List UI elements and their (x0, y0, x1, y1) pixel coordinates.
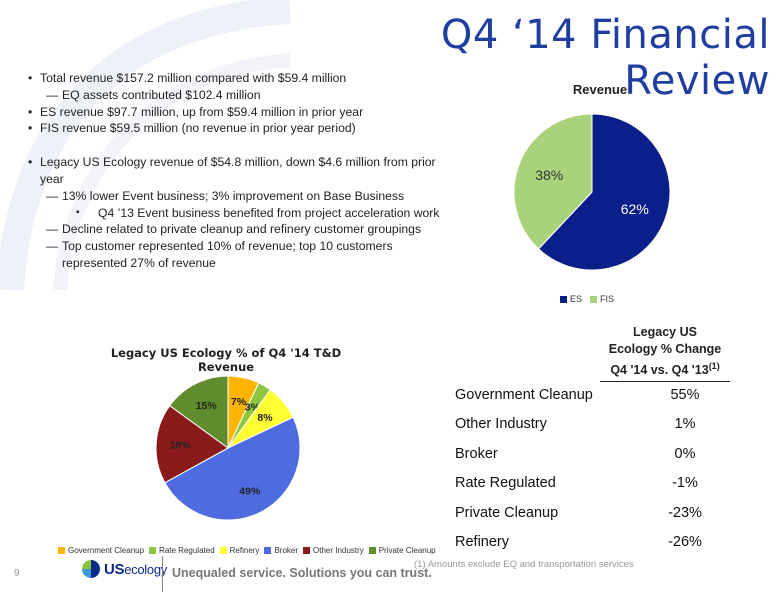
row-label: Rate Regulated (455, 475, 556, 492)
legend-label: Private Cleanup (378, 546, 436, 555)
page-number: 9 (14, 568, 20, 579)
data-label: 7% (231, 396, 247, 408)
bullet-item: Total revenue $157.2 million compared wi… (26, 70, 456, 87)
table-header-period: Q4 '14 vs. Q4 '13 (610, 363, 709, 378)
pie-slice-fis (513, 113, 593, 250)
legend-swatch (58, 547, 65, 554)
bullet-list: Total revenue $157.2 million compared wi… (26, 70, 456, 272)
row-label: Private Cleanup (455, 504, 559, 521)
pie-slice-broker (164, 416, 301, 521)
legend-item: FIS (590, 294, 614, 304)
data-label: 38% (535, 167, 563, 183)
logo-icon (82, 560, 100, 578)
table-row: Government Cleanup 55% (455, 380, 725, 410)
legend-label: Rate Regulated (159, 546, 215, 555)
legend-swatch (590, 295, 598, 303)
row-value: -23% (668, 504, 702, 521)
row-value: 0% (674, 445, 696, 462)
table-row: Broker 0% (455, 439, 725, 469)
footer-divider (162, 556, 163, 592)
row-label: Refinery (455, 534, 509, 551)
bullet-item: 13% lower Event business; 3% improvement… (26, 188, 456, 205)
legend-label: Refinery (229, 546, 260, 555)
legend-item: ES (560, 294, 582, 304)
row-value: -26% (668, 534, 702, 551)
legend-swatch (560, 295, 567, 303)
legacy-legend: Government Cleanup Rate Regulated Refinery… (58, 546, 436, 555)
table-header-line3: Q4 '14 vs. Q4 '13(1) (600, 358, 730, 383)
slide-title: Q4 ‘14 Financial Review (440, 12, 770, 104)
pie-slice-es (537, 113, 671, 271)
data-label: 49% (239, 485, 261, 497)
legend-item: Broker (264, 546, 298, 555)
legend-item: Rate Regulated (149, 546, 215, 555)
legend-swatch (149, 547, 157, 554)
bullet-item: Decline related to private cleanup and r… (26, 221, 456, 238)
bullet-item: Top customer represented 10% of revenue;… (26, 238, 456, 272)
table-header: Legacy US Ecology % Change Q4 '14 vs. Q4… (600, 324, 730, 383)
legend-swatch (368, 547, 376, 554)
legend-label: ES (570, 294, 583, 304)
legend-swatch (219, 547, 227, 554)
legend-label: Other Industry (313, 546, 364, 555)
row-value: 1% (674, 416, 696, 433)
table-row: Other Industry 1% (455, 410, 725, 440)
data-label: 8% (257, 412, 273, 424)
legend-item: Private Cleanup (368, 546, 436, 555)
table-row: Rate Regulated -1% (455, 469, 725, 499)
us-ecology-logo: USecology (82, 560, 167, 578)
bullet-item: EQ assets contributed $102.4 million (26, 87, 456, 104)
logo-us: US (104, 560, 125, 578)
revenue-pie-chart: 62% 38% (513, 113, 671, 271)
logo-ecology: ecology (124, 561, 167, 577)
table-row: Private Cleanup -23% (455, 498, 725, 528)
legend-label: Broker (274, 546, 298, 555)
legend-item: Refinery (219, 546, 260, 555)
legend-item: Other Industry (303, 546, 364, 555)
row-label: Broker (455, 445, 498, 462)
revenue-chart-title: Revenue (572, 82, 628, 97)
table-header-line2: Ecology % Change (608, 342, 722, 356)
revenue-legend: ES FIS (560, 294, 614, 304)
row-value: 55% (670, 386, 700, 403)
row-label: Government Cleanup (455, 386, 593, 403)
data-label: 62% (621, 201, 649, 217)
data-label: 18% (170, 440, 192, 452)
bullet-item: Legacy US Ecology revenue of $54.8 milli… (26, 154, 456, 188)
pie-slice-other-industry (155, 404, 229, 484)
legend-label: FIS (600, 294, 615, 304)
bullet-spacer (26, 137, 456, 154)
row-label: Other Industry (455, 416, 547, 433)
footnote: (1) Amounts exclude EQ and transportatio… (414, 559, 634, 570)
bullet-item: Q4 ’13 Event business benefited from pro… (26, 205, 456, 222)
change-table: Government Cleanup 55% Other Industry 1% Bro… (455, 380, 725, 557)
table-header-line1: Legacy US (633, 325, 697, 339)
table-header-footnote-mark: (1) (708, 361, 720, 371)
pie-slice-private-cleanup (169, 375, 229, 449)
legend-label: Government Cleanup (68, 546, 145, 555)
legend-swatch (264, 547, 272, 554)
legacy-chart-title: Legacy US Ecology % of Q4 '14 T&D Revenu… (110, 346, 342, 374)
legend-swatch (303, 547, 310, 554)
bullet-item: FIS revenue $59.5 million (no revenue in… (26, 120, 456, 137)
tagline: Unequaled service. Solutions you can tru… (172, 566, 432, 580)
table-row: Refinery -26% (455, 528, 725, 558)
legend-item: Government Cleanup (58, 546, 144, 555)
data-label: 15% (196, 400, 218, 412)
bullet-item: ES revenue $97.7 million, up from $59.4 … (26, 104, 456, 121)
logo-wordmark: USecology (104, 561, 167, 578)
legacy-pie-chart: 7%3%8%49%18%15% (155, 375, 301, 521)
row-value: -1% (672, 475, 698, 492)
